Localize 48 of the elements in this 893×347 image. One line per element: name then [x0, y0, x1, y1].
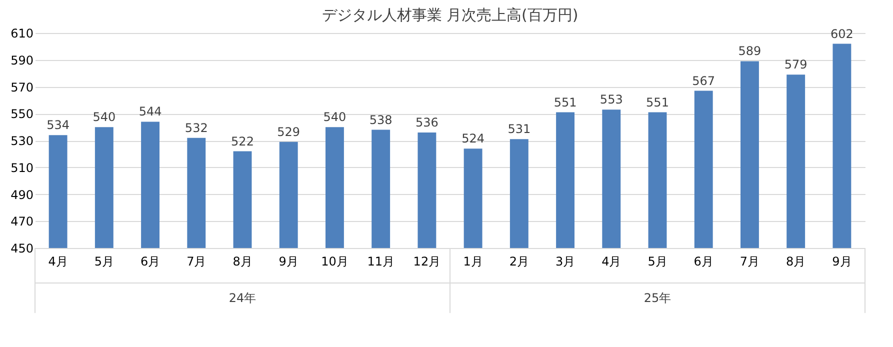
y-tick-label: 470	[10, 214, 34, 229]
x-tick-label: 5月	[94, 254, 114, 268]
data-label: 536	[415, 115, 438, 130]
data-label: 551	[646, 95, 669, 110]
x-tick-label: 6月	[694, 254, 714, 268]
y-tick-label: 510	[10, 160, 34, 175]
data-label: 579	[784, 58, 808, 72]
text: 24年	[228, 291, 256, 305]
y-tick-label: 590	[10, 53, 34, 68]
y-tick-label: 530	[10, 134, 34, 148]
x-tick-label: 2月	[509, 254, 529, 268]
data-label: 531	[508, 122, 531, 136]
data-label: 567	[692, 74, 716, 88]
data-label: 524	[462, 132, 485, 146]
x-tick-label: 10月	[321, 254, 348, 268]
data-label: 544	[138, 104, 162, 119]
x-tick-label: 4月	[48, 254, 68, 268]
x-tick-label: 1月	[463, 254, 483, 268]
text: 25年	[644, 291, 672, 305]
y-tick-label: 450	[10, 242, 34, 256]
x-tick-label: 4月	[602, 254, 622, 268]
x-tick-label: 7月	[740, 254, 760, 268]
data-label: 540	[323, 110, 346, 124]
y-tick-label: 490	[10, 188, 34, 202]
data-label: 522	[231, 134, 254, 148]
y-tick-label: 610	[10, 26, 34, 40]
data-label: 602	[830, 26, 854, 41]
data-label: 538	[369, 112, 392, 127]
x-tick-label: 8月	[232, 254, 252, 268]
x-tick-label: 7月	[186, 254, 206, 268]
data-label: 532	[184, 120, 208, 135]
x-tick-label: 9月	[278, 254, 298, 268]
y-tick-label: 570	[10, 80, 34, 94]
data-label: 553	[600, 92, 623, 107]
y-tick-label: 550	[10, 107, 34, 122]
data-label: 551	[554, 95, 577, 110]
data-label: 529	[277, 124, 300, 139]
x-tick-label: 5月	[648, 254, 668, 268]
chart-title: デジタル人材事業 月次売上高(百万円)	[322, 6, 578, 24]
x-tick-label: 8月	[786, 254, 806, 268]
x-tick-label: 6月	[140, 254, 160, 268]
x-tick-label: 3月	[555, 254, 576, 268]
x-tick-label: 11月	[367, 254, 394, 268]
data-label: 589	[738, 44, 762, 58]
data-label: 534	[46, 118, 70, 132]
x-tick-label: 12月	[413, 254, 441, 268]
x-tick-label: 9月	[832, 254, 852, 268]
data-label: 540	[92, 110, 116, 124]
